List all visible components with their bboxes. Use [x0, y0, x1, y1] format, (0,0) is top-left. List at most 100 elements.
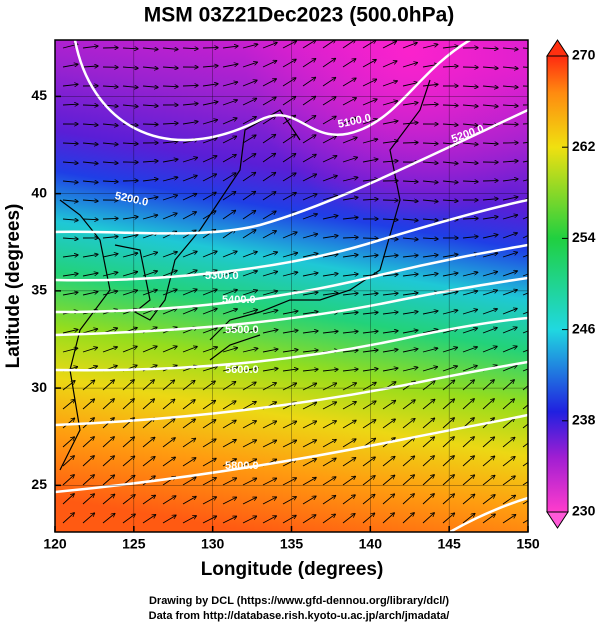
colorbar-tick-label: 254	[572, 229, 596, 245]
wind-arrow	[242, 348, 258, 353]
wind-arrow	[302, 478, 316, 486]
wind-arrow	[322, 421, 336, 429]
footer-credit: Drawing by DCL (https://www.gfd-dennou.o…	[149, 595, 449, 607]
wind-arrow	[222, 367, 237, 372]
contour-label: 5500.0	[225, 324, 259, 336]
wind-arrow	[482, 346, 497, 353]
wind-arrow	[242, 230, 256, 239]
wind-arrow	[222, 192, 236, 201]
wind-arrow	[522, 85, 528, 87]
wind-arrow	[162, 159, 178, 163]
wind-arrow	[422, 475, 434, 486]
wind-arrow	[502, 399, 514, 410]
wind-arrow	[422, 311, 438, 315]
wind-arrow	[142, 105, 158, 106]
wind-arrow	[82, 143, 98, 144]
wind-arrow	[282, 383, 296, 391]
wind-arrow	[182, 212, 196, 220]
wind-arrow	[322, 116, 336, 125]
wind-arrow	[242, 192, 255, 201]
wind-arrow	[222, 118, 237, 125]
wind-arrow	[442, 254, 458, 258]
wind-arrow	[222, 420, 236, 429]
wind-arrow	[322, 59, 335, 68]
wind-arrow	[442, 181, 458, 182]
wind-arrow	[482, 105, 498, 106]
wind-arrow	[282, 59, 296, 68]
wind-arrow	[502, 515, 516, 524]
wind-arrow	[242, 459, 256, 467]
wind-arrow	[322, 196, 337, 201]
wind-arrow	[182, 400, 195, 410]
colorbar-tick-label: 246	[572, 320, 596, 336]
wind-arrow	[422, 437, 434, 448]
wind-arrow	[122, 143, 138, 144]
wind-arrow	[442, 105, 458, 106]
wind-arrow	[402, 513, 414, 524]
wind-arrow	[102, 124, 118, 125]
wind-arrow	[242, 516, 256, 524]
wind-arrow	[462, 399, 474, 410]
wind-arrow	[102, 272, 118, 277]
wind-arrow	[282, 154, 296, 163]
wind-arrow	[402, 181, 418, 182]
wind-arrow	[422, 513, 434, 524]
wind-arrow	[442, 46, 458, 48]
wind-arrow	[402, 475, 414, 486]
wind-arrow	[122, 399, 134, 410]
wind-arrow	[362, 420, 376, 429]
colorbar-max-triangle	[546, 39, 569, 57]
wind-arrow	[402, 330, 418, 334]
wind-arrow	[162, 346, 177, 353]
wind-arrow	[242, 382, 256, 391]
wind-arrow	[182, 122, 198, 125]
wind-arrow	[502, 495, 515, 505]
wind-arrow	[302, 515, 316, 524]
wind-arrow	[62, 181, 78, 182]
wind-arrow	[182, 85, 198, 86]
wind-arrow	[202, 156, 217, 163]
contour-line	[449, 496, 528, 532]
wind-arrow	[482, 456, 494, 467]
wind-arrow	[282, 232, 297, 239]
colorbar-tick-label: 230	[572, 503, 596, 519]
wind-arrow	[122, 235, 138, 239]
contour-label: 5400.0	[222, 294, 256, 306]
wind-arrow	[262, 231, 276, 239]
wind-arrow	[82, 66, 98, 67]
wind-arrow	[242, 252, 257, 258]
wind-arrow	[442, 456, 454, 467]
colorbar-tick-label: 262	[572, 138, 596, 154]
map-area	[55, 40, 528, 532]
wind-arrow	[262, 440, 276, 448]
wind-arrow	[102, 514, 115, 524]
wind-arrow	[302, 78, 315, 87]
wind-arrow	[322, 293, 338, 295]
wind-arrow	[422, 418, 434, 429]
wind-arrow	[222, 516, 236, 524]
wind-arrow	[202, 381, 215, 391]
wind-arrow	[342, 98, 356, 106]
wind-arrow	[462, 494, 475, 505]
wind-arrow	[222, 401, 236, 410]
wind-arrow	[402, 494, 414, 505]
wind-arrow	[522, 47, 528, 49]
wind-arrow	[102, 218, 118, 219]
wind-arrow	[322, 477, 336, 486]
wind-arrow	[502, 215, 517, 220]
x-tick-label: 140	[359, 536, 383, 552]
wind-arrow	[262, 192, 276, 201]
wind-arrow	[122, 437, 134, 448]
wind-arrow	[302, 59, 316, 68]
wind-arrow	[82, 124, 98, 125]
wind-arrow	[102, 399, 114, 410]
wind-arrow	[102, 475, 114, 486]
wind-arrow	[422, 200, 438, 201]
wind-arrow	[202, 138, 217, 144]
wind-arrow	[222, 82, 237, 87]
wind-arrow	[382, 494, 394, 505]
wind-arrow	[522, 235, 528, 239]
contour-line	[55, 413, 528, 494]
wind-arrow	[462, 347, 477, 353]
wind-arrow	[242, 329, 257, 334]
